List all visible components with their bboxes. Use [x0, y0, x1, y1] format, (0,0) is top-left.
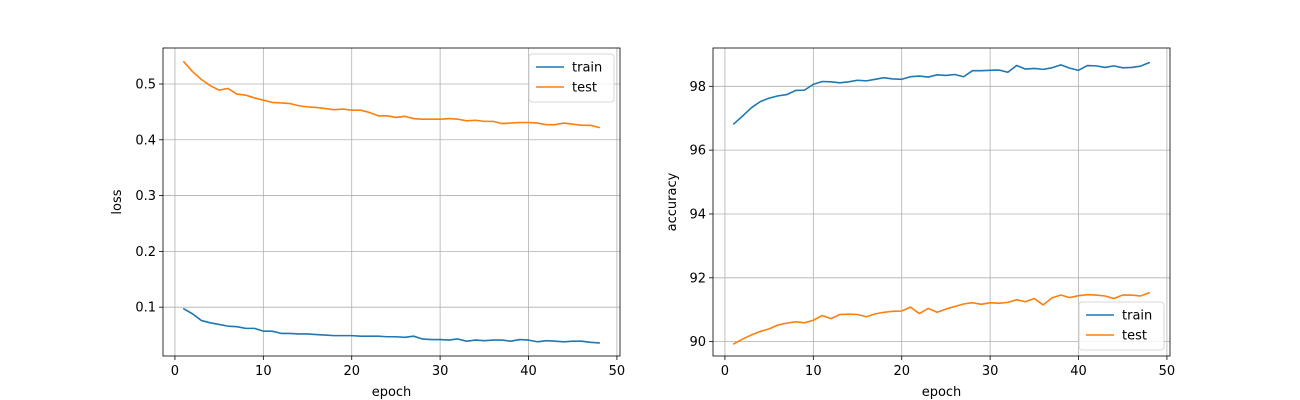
- x-axis-label: epoch: [922, 385, 962, 400]
- x-tick-label: 0: [171, 364, 179, 379]
- legend: train test: [528, 53, 615, 103]
- plot-area-frame: [162, 47, 621, 357]
- y-tick-label: 0.5: [135, 77, 156, 92]
- legend-box: [1078, 301, 1165, 351]
- legend-label-train: train: [572, 61, 602, 76]
- y-tick-label: 0.4: [135, 133, 156, 148]
- x-tick-label: 50: [609, 364, 626, 379]
- x-tick-label: 20: [893, 364, 910, 379]
- x-tick-label: 10: [805, 364, 822, 379]
- y-tick-label: 0.2: [135, 245, 156, 260]
- x-tick-label: 30: [982, 364, 999, 379]
- x-tick-label: 30: [432, 364, 449, 379]
- series-line-test: [732, 291, 1151, 345]
- y-axis-label: accuracy: [665, 172, 680, 231]
- legend-label-train: train: [1122, 309, 1152, 324]
- y-tick-label: 94: [689, 207, 706, 222]
- x-tick-label: 20: [343, 364, 360, 379]
- chart-panel-2: 0 10 20 30 40 509092949698epochaccuracytraint…: [665, 47, 1176, 400]
- chart-panel-1: 0 10 20 30 40 50 0.1 0.2 0.3 0.4 0.5 epoch loss train…: [110, 47, 626, 400]
- legend-box: [528, 53, 615, 103]
- y-tick-label: 0.3: [135, 189, 156, 204]
- series-line-train: [732, 61, 1151, 125]
- x-tick-label: 40: [1070, 364, 1087, 379]
- y-tick-label: 98: [689, 80, 706, 95]
- y-tick-label: 96: [689, 144, 706, 159]
- series-line-test: [182, 60, 601, 129]
- series-line-train: [182, 308, 601, 344]
- y-tick-label: 90: [689, 335, 706, 350]
- y-tick-label: 0.1: [135, 301, 156, 316]
- x-axis-label: epoch: [372, 385, 412, 400]
- y-axis-label: loss: [110, 189, 125, 214]
- legend: train test: [1078, 301, 1165, 351]
- x-tick-label: 10: [255, 364, 272, 379]
- plot-area-frame: [712, 47, 1171, 357]
- legend-label-test: test: [1122, 329, 1147, 344]
- x-tick-label: 40: [520, 364, 537, 379]
- legend-label-test: test: [572, 81, 597, 96]
- x-tick-label: 50: [1159, 364, 1176, 379]
- y-tick-label: 92: [689, 271, 706, 286]
- x-tick-label: 0: [721, 364, 729, 379]
